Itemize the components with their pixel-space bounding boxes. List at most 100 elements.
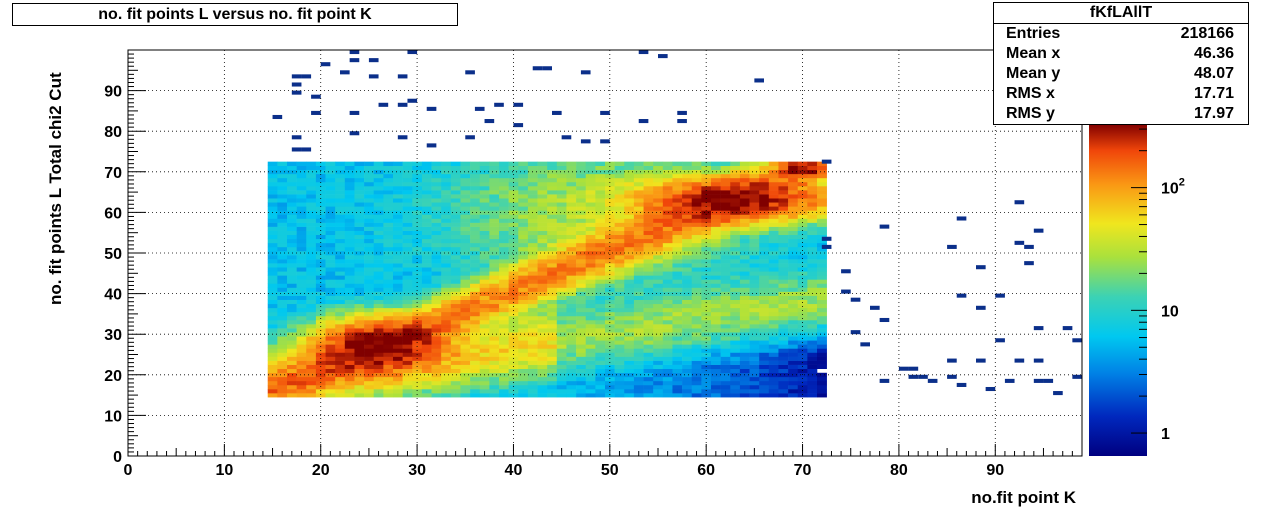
heatmap-cell bbox=[739, 364, 750, 370]
sparse-cell bbox=[378, 102, 389, 107]
heatmap-cell bbox=[778, 368, 789, 374]
heatmap-cell bbox=[739, 384, 750, 390]
heatmap-cell bbox=[711, 181, 721, 187]
heatmap-cell bbox=[373, 242, 384, 248]
heatmap-cell bbox=[614, 336, 625, 341]
heatmap-cell bbox=[335, 238, 346, 244]
heatmap-cell bbox=[354, 303, 365, 309]
heatmap-cell bbox=[605, 287, 615, 292]
heatmap-cell bbox=[373, 360, 384, 365]
sparse-cell bbox=[677, 110, 687, 115]
heatmap-cell bbox=[489, 299, 500, 305]
heatmap-cell bbox=[479, 344, 490, 349]
heatmap-cell bbox=[711, 230, 721, 236]
heatmap-cell bbox=[614, 255, 625, 260]
heatmap-cell bbox=[296, 319, 307, 325]
heatmap-cell bbox=[344, 234, 355, 240]
heatmap-cell bbox=[768, 238, 779, 244]
heatmap-cell bbox=[364, 271, 375, 276]
heatmap-cell bbox=[325, 360, 336, 365]
heatmap-cell bbox=[566, 291, 577, 296]
heatmap-cell bbox=[383, 214, 394, 219]
heatmap-cell bbox=[662, 263, 673, 268]
heatmap-cell bbox=[306, 352, 317, 357]
heatmap-cell bbox=[441, 393, 452, 398]
heatmap-cell bbox=[354, 389, 365, 394]
heatmap-cell bbox=[566, 218, 577, 223]
heatmap-cell bbox=[788, 332, 799, 337]
heatmap-cell bbox=[778, 181, 789, 187]
heatmap-cell bbox=[624, 198, 635, 203]
heatmap-cell bbox=[460, 194, 471, 199]
heatmap-cell bbox=[768, 384, 779, 390]
heatmap-cell bbox=[576, 275, 587, 280]
heatmap-cell bbox=[373, 348, 384, 353]
heatmap-cell bbox=[817, 259, 827, 264]
heatmap-cell bbox=[759, 319, 770, 325]
heatmap-cell bbox=[460, 173, 471, 179]
heatmap-cell bbox=[393, 324, 403, 329]
heatmap-cell bbox=[508, 279, 519, 284]
heatmap-cell bbox=[576, 384, 587, 390]
heatmap-cell bbox=[527, 234, 538, 240]
heatmap-cell bbox=[277, 210, 288, 215]
heatmap-cell bbox=[364, 267, 375, 272]
heatmap-cell bbox=[344, 393, 355, 398]
heatmap-cell bbox=[778, 364, 789, 370]
heatmap-cell bbox=[662, 165, 673, 171]
heatmap-cell bbox=[267, 307, 278, 313]
heatmap-cell bbox=[518, 380, 529, 386]
heatmap-cell bbox=[499, 348, 509, 353]
heatmap-cell bbox=[585, 356, 596, 361]
heatmap-cell bbox=[768, 311, 779, 317]
heatmap-cell bbox=[624, 194, 635, 199]
heatmap-cell bbox=[682, 267, 693, 272]
heatmap-cell bbox=[643, 279, 654, 284]
heatmap-cell bbox=[624, 380, 635, 386]
heatmap-cell bbox=[277, 356, 288, 361]
heatmap-cell bbox=[807, 376, 818, 382]
heatmap-cell bbox=[325, 255, 336, 260]
heatmap-cell bbox=[672, 295, 683, 300]
heatmap-cell bbox=[643, 380, 654, 386]
heatmap-cell bbox=[499, 340, 509, 345]
heatmap-cell bbox=[287, 384, 297, 390]
heatmap-cell bbox=[287, 198, 297, 203]
heatmap-cell bbox=[431, 267, 442, 272]
heatmap-cell bbox=[585, 319, 596, 325]
heatmap-cell bbox=[412, 291, 423, 296]
heatmap-cell bbox=[431, 295, 442, 300]
sparse-cell bbox=[397, 135, 408, 140]
sparse-cell bbox=[291, 135, 302, 140]
heatmap-cell bbox=[412, 384, 423, 390]
heatmap-cell bbox=[749, 255, 760, 260]
heatmap-cell bbox=[489, 372, 500, 378]
heatmap-cell bbox=[402, 230, 413, 236]
heatmap-cell bbox=[653, 336, 664, 341]
heatmap-cell bbox=[730, 165, 741, 171]
heatmap-cell bbox=[537, 222, 548, 227]
heatmap-cell bbox=[364, 250, 375, 256]
heatmap-cell bbox=[412, 190, 423, 195]
heatmap-cell bbox=[576, 234, 587, 240]
heatmap-cell bbox=[682, 307, 693, 313]
heatmap-cell bbox=[277, 161, 288, 167]
heatmap-cell bbox=[335, 263, 346, 268]
heatmap-cell bbox=[306, 348, 317, 353]
heatmap-cell bbox=[421, 186, 432, 191]
sparse-cell bbox=[311, 94, 321, 99]
heatmap-cell bbox=[720, 230, 731, 236]
heatmap-cell bbox=[662, 206, 673, 211]
heatmap-cell bbox=[633, 218, 644, 223]
heatmap-cell bbox=[421, 202, 432, 207]
heatmap-cell bbox=[797, 255, 808, 260]
heatmap-cell bbox=[373, 389, 384, 394]
sparse-cell bbox=[841, 289, 851, 294]
heatmap-cell bbox=[527, 340, 538, 345]
heatmap-cell bbox=[412, 222, 423, 227]
heatmap-cell bbox=[296, 344, 307, 349]
heatmap-cell bbox=[797, 214, 808, 219]
heatmap-cell bbox=[537, 328, 548, 333]
heatmap-cell bbox=[393, 177, 403, 183]
heatmap-cell bbox=[450, 206, 461, 211]
